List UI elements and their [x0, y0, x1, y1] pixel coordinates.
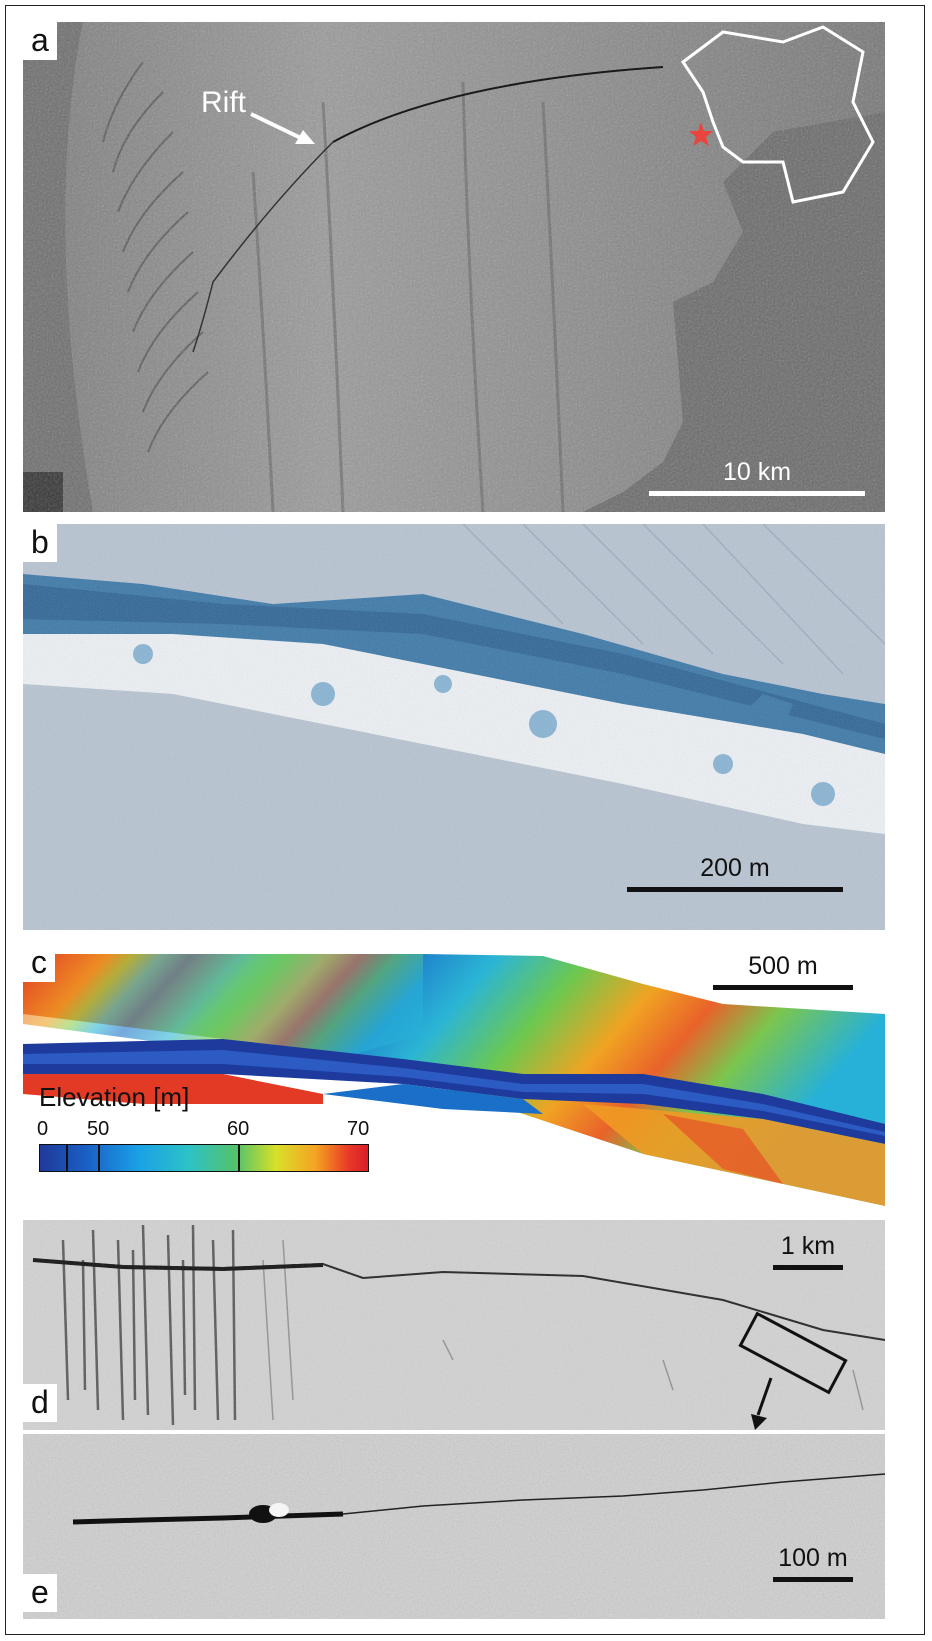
- figure-frame: Rift 10 km a: [5, 5, 925, 1635]
- panel-b-label: b: [23, 524, 57, 562]
- panel-a-scale-bar: 10 km: [649, 458, 865, 496]
- panel-d-scale-bar: 1 km: [773, 1232, 843, 1270]
- panel-a-scale-line: [649, 491, 865, 496]
- panel-c-scale-label: 500 m: [748, 952, 818, 980]
- colorbar-tick-0: 0: [37, 1118, 49, 1140]
- panel-a-scale-label: 10 km: [722, 458, 792, 486]
- panel-d-label: d: [23, 1384, 57, 1422]
- star-marker-icon: [689, 122, 713, 146]
- panel-e-hillshade-zoom: 100 m e: [23, 1434, 885, 1619]
- colorbar-tick-60: 60: [227, 1118, 250, 1140]
- panel-a-image: [23, 22, 885, 512]
- panel-b-image: [23, 524, 885, 930]
- panel-b-scale-label: 200 m: [700, 854, 770, 882]
- panel-d-hillshade: 1 km d: [23, 1220, 885, 1430]
- colorbar-tick-70: 70: [347, 1118, 370, 1140]
- panel-a-satellite-image: Rift 10 km a: [23, 22, 885, 512]
- panel-c-label: c: [23, 944, 55, 982]
- panel-d-scale-line: [773, 1265, 843, 1270]
- panel-e-scale-label: 100 m: [778, 1544, 848, 1572]
- panel-b-scale-bar: 200 m: [627, 854, 843, 892]
- panel-a-label: a: [23, 22, 57, 60]
- elevation-colorbar: [39, 1144, 369, 1172]
- zoom-box-inset: [738, 1311, 848, 1395]
- panel-b-aerial-photo: 200 m b: [23, 524, 885, 930]
- arrow-down-icon: [756, 1377, 773, 1416]
- colorbar-tick-50: 50: [87, 1118, 110, 1140]
- panel-e-scale-bar: 100 m: [773, 1544, 853, 1582]
- antarctica-inset-outline: [680, 25, 875, 204]
- panel-c-scale-bar: 500 m: [713, 952, 853, 990]
- panel-d-image: [23, 1220, 885, 1430]
- panel-d-scale-label: 1 km: [780, 1232, 836, 1260]
- colorbar-title: Elevation [m]: [39, 1082, 190, 1112]
- panel-e-image: [23, 1434, 885, 1619]
- panel-e-scale-line: [773, 1577, 853, 1582]
- panel-c-elevation-map: 500 m Elevation [m] 0 50 60 70 c: [23, 944, 885, 1206]
- rift-annotation: Rift: [201, 86, 246, 119]
- panel-c-scale-line: [713, 985, 853, 990]
- panel-c-image: [23, 954, 885, 1206]
- panel-b-scale-line: [627, 887, 843, 892]
- panel-e-label: e: [23, 1574, 57, 1612]
